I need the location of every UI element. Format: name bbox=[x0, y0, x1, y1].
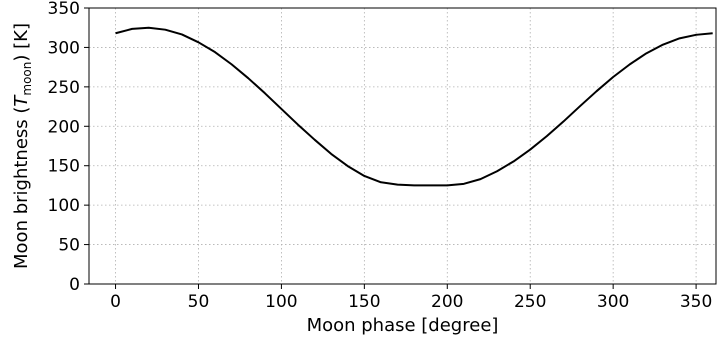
x-axis-ticks: 0 50 100 150 200 250 300 350 bbox=[110, 284, 712, 312]
x-tick-label: 350 bbox=[680, 292, 712, 312]
y-tick-label: 250 bbox=[48, 78, 80, 98]
y-tick-label: 350 bbox=[48, 0, 80, 19]
y-axis-label-subscript: moon bbox=[20, 62, 34, 96]
x-tick-label: 100 bbox=[265, 292, 297, 312]
plot-frame bbox=[88, 7, 717, 285]
x-tick-label: 250 bbox=[514, 292, 546, 312]
y-axis-label-symbol: T bbox=[11, 94, 32, 107]
x-tick-label: 200 bbox=[431, 292, 463, 312]
y-tick-label: 300 bbox=[48, 38, 80, 58]
y-tick-label: 200 bbox=[48, 117, 80, 137]
x-tick-label: 0 bbox=[110, 292, 121, 312]
x-tick-label: 150 bbox=[348, 292, 380, 312]
y-axis-label: Moon brightness (Tmoon) [K] bbox=[11, 23, 34, 269]
x-axis-label: Moon phase [degree] bbox=[307, 315, 499, 336]
series-layer bbox=[115, 26, 713, 187]
y-axis-label-suffix: ) [K] bbox=[11, 23, 32, 62]
y-axis-ticks: 0 50 100 150 200 250 300 350 bbox=[48, 0, 89, 295]
y-axis-label-prefix: Moon brightness ( bbox=[11, 107, 32, 269]
x-tick-label: 50 bbox=[188, 292, 210, 312]
series-line bbox=[115, 26, 713, 187]
y-tick-label: 0 bbox=[69, 275, 80, 295]
x-tick-label: 300 bbox=[597, 292, 629, 312]
grid bbox=[89, 7, 716, 285]
y-tick-label: 50 bbox=[58, 236, 80, 256]
y-tick-label: 100 bbox=[48, 196, 80, 216]
y-tick-label: 150 bbox=[48, 157, 80, 177]
